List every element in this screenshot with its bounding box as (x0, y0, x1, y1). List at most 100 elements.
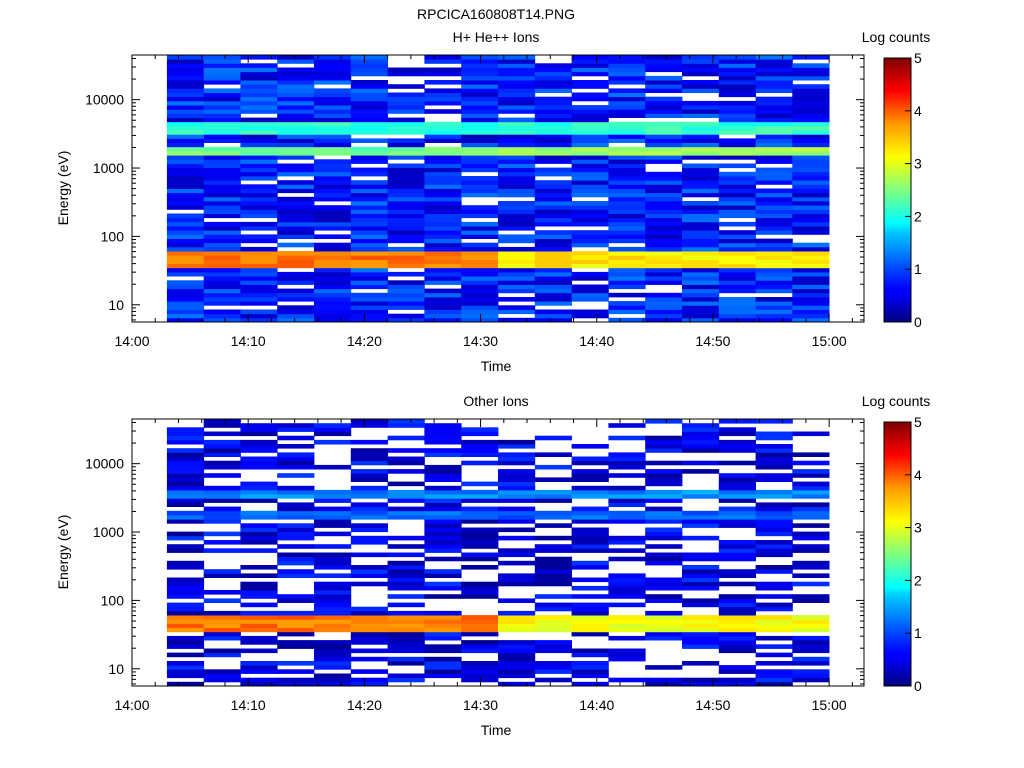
heatmap-cell (608, 155, 646, 160)
heatmap-cell (314, 63, 352, 68)
heatmap-cell (387, 581, 425, 587)
heatmap-cell (718, 155, 756, 160)
heatmap-cell (277, 196, 315, 202)
heatmap-cell (240, 138, 278, 143)
heatmap-cell (571, 84, 609, 89)
heatmap-cell (314, 205, 352, 210)
heatmap-cell (682, 640, 720, 645)
heatmap-cell (608, 301, 646, 306)
heatmap-cell (314, 209, 352, 214)
heatmap-cell (424, 238, 462, 244)
heatmap-cell (240, 238, 278, 244)
heatmap-cell (277, 184, 315, 189)
heatmap-cell (277, 155, 315, 160)
y-axis-label: Energy (eV) (55, 515, 71, 590)
heatmap-cell (387, 146, 425, 152)
heatmap-cell (571, 242, 609, 248)
heatmap-cell (645, 221, 683, 227)
heatmap-cell (755, 527, 793, 533)
heatmap-cell (203, 284, 241, 290)
heatmap-cell (534, 523, 572, 528)
heatmap-cell (792, 146, 830, 152)
heatmap-cell (534, 246, 572, 252)
heatmap-cell (792, 485, 830, 491)
heatmap-cell (424, 100, 462, 106)
heatmap-cell (387, 506, 425, 512)
heatmap-cell (718, 288, 756, 294)
heatmap-cell (498, 494, 536, 499)
heatmap-cell (461, 489, 499, 495)
heatmap-cell (718, 230, 756, 235)
heatmap-cell (461, 661, 499, 666)
heatmap-cell (240, 540, 278, 545)
heatmap-cell (792, 544, 830, 549)
heatmap-cell (645, 242, 683, 248)
heatmap-cell (755, 540, 793, 545)
y-tick-label: 10000 (85, 456, 124, 472)
heatmap-cell (277, 221, 315, 227)
heatmap-cell (203, 226, 241, 231)
heatmap-cell (314, 80, 352, 85)
heatmap-cell (461, 246, 499, 252)
heatmap-cell (608, 635, 646, 641)
heatmap-cell (387, 280, 425, 285)
heatmap-cell (240, 317, 278, 323)
heatmap-cell (682, 577, 720, 583)
heatmap-cell (461, 242, 499, 248)
heatmap-cell (461, 226, 499, 231)
heatmap-cell (314, 623, 352, 628)
heatmap-cell (608, 648, 646, 654)
heatmap-cell (755, 196, 793, 202)
heatmap-cell (571, 548, 609, 553)
heatmap-cell (534, 192, 572, 198)
heatmap-cell (166, 55, 205, 60)
heatmap-cell (277, 510, 315, 516)
heatmap-cell (645, 180, 683, 185)
heatmap-cell (350, 631, 388, 637)
heatmap-cell (755, 519, 793, 524)
heatmap-cell (461, 84, 499, 89)
heatmap-cell (461, 544, 499, 549)
heatmap-cell (682, 263, 720, 269)
heatmap-cell (718, 67, 756, 73)
heatmap-cell (240, 151, 278, 156)
heatmap-cell (203, 515, 241, 520)
heatmap-cell (461, 188, 499, 194)
heatmap-cell (240, 464, 278, 470)
heatmap-cell (424, 255, 462, 260)
heatmap-cell (645, 594, 683, 599)
heatmap-cell (718, 540, 756, 545)
heatmap-cell (498, 59, 536, 64)
heatmap-cell (645, 419, 683, 424)
heatmap-cell (461, 259, 499, 264)
heatmap-cell (277, 146, 315, 152)
heatmap-cell (240, 301, 278, 306)
heatmap-cell (461, 506, 499, 512)
heatmap-cell (718, 63, 756, 68)
heatmap-cell (314, 556, 352, 562)
heatmap-cell (682, 209, 720, 214)
heatmap-cell (461, 146, 499, 152)
heatmap-cell (461, 276, 499, 281)
heatmap-cell (534, 138, 572, 143)
heatmap-cell (203, 155, 241, 160)
heatmap-cell (682, 423, 720, 428)
heatmap-cell (350, 527, 388, 533)
heatmap-cell (461, 96, 499, 102)
heatmap-cell (203, 610, 241, 616)
heatmap-cell (718, 602, 756, 608)
heatmap-cell (314, 130, 352, 135)
heatmap-cell (682, 205, 720, 210)
heatmap-cell (682, 113, 720, 118)
heatmap-cell (461, 255, 499, 260)
heatmap-cell (718, 251, 756, 256)
heatmap-cell (277, 556, 315, 562)
heatmap-cell (314, 142, 352, 148)
heatmap-cell (498, 515, 536, 520)
heatmap-cell (387, 184, 425, 189)
heatmap-cell (755, 71, 793, 77)
y-tick-label: 100 (101, 592, 125, 608)
heatmap-cell (534, 452, 572, 457)
heatmap-cell (314, 184, 352, 189)
heatmap-cell (387, 96, 425, 102)
